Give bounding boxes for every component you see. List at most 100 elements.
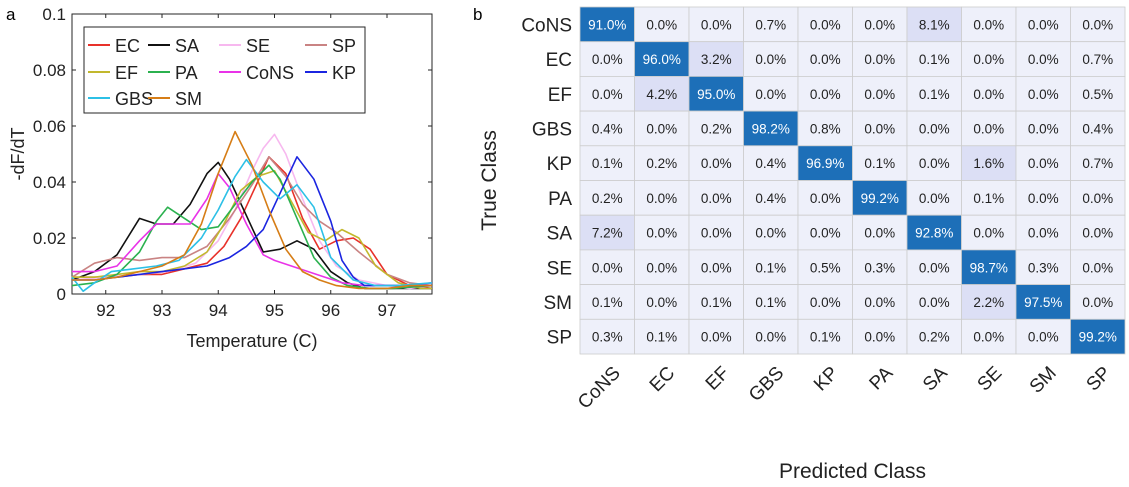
matrix-cell [852,318,908,355]
matrix-cell [743,249,799,285]
matrix-cell [634,214,690,251]
y-axis-label-true: True Class [478,130,501,231]
matrix-cell-value: 0.0% [864,295,895,310]
matrix-cell [852,249,908,285]
matrix-cell-value: 0.0% [592,87,623,102]
matrix-cell-value: 0.3% [1028,260,1059,275]
matrix-cell-value: 0.0% [864,121,895,136]
matrix-cell [852,41,908,77]
matrix-cell-value: 0.0% [646,17,677,32]
x-axis-label-predicted: Predicted Class [779,460,926,483]
matrix-cell [743,110,799,147]
matrix-cell-value: 0.4% [755,156,786,171]
matrix-cell [906,41,962,77]
y-tick-label: 0.08 [33,61,66,80]
matrix-cell [1015,249,1071,285]
x-tick-label: 92 [96,301,115,320]
matrix-cell-value: 0.0% [646,191,677,206]
row-label-ec: EC [546,50,572,71]
matrix-cell [1070,41,1126,77]
matrix-cell-value: 7.2% [592,226,623,241]
matrix-cell [579,318,635,355]
matrix-cell-value: 0.0% [1028,52,1059,67]
row-label-pa: PA [548,189,572,210]
matrix-cell-value: 0.2% [919,330,950,345]
matrix-cell [634,145,690,181]
panel-b-label: b [473,5,483,24]
row-label-sa: SA [547,224,573,245]
matrix-cell-value: 0.0% [810,17,841,32]
x-tick-label: 97 [378,301,397,320]
matrix-cell-value: 0.0% [810,191,841,206]
y-tick-label: 0.02 [33,229,66,248]
matrix-cell [797,284,853,320]
matrix-cell [1015,180,1071,216]
matrix-cell [906,6,962,43]
matrix-cell-value: 0.1% [701,295,732,310]
series-line-sm [72,130,432,290]
matrix-cell-value: 0.0% [755,226,786,241]
matrix-cell-value: 99.2% [1079,330,1117,345]
matrix-cell-value: 0.0% [755,87,786,102]
matrix-cell [579,145,635,181]
series-line-ef [72,170,432,290]
matrix-cell-value: 0.4% [755,191,786,206]
y-tick-label: 0.1 [42,5,66,24]
matrix-cell-value: 0.2% [592,191,623,206]
col-label-sp: SP [1083,363,1116,396]
matrix-cell-value: 0.0% [973,226,1004,241]
matrix-cell-value: 0.0% [1082,191,1113,206]
col-label-kp: KP [810,363,843,396]
matrix-cell-value: 0.3% [864,260,895,275]
col-label-sm: SM [1026,363,1061,398]
matrix-cell [797,180,853,216]
matrix-cell-value: 0.2% [646,156,677,171]
matrix-cell [797,110,853,147]
matrix-cell-value: 0.0% [755,52,786,67]
x-axis-label: Temperature (C) [186,331,317,351]
matrix-cell-value: 98.7% [970,260,1008,275]
matrix-cell [961,145,1017,181]
matrix-cell-value: 4.2% [646,87,677,102]
matrix-cell-value: 0.0% [973,330,1004,345]
matrix-cell-value: 0.0% [810,87,841,102]
matrix-cell [1070,110,1126,147]
matrix-cell [797,318,853,355]
matrix-cell [906,318,962,355]
matrix-cell [688,41,744,77]
matrix-cell-value: 95.0% [697,87,735,102]
matrix-cell-value: 0.0% [864,87,895,102]
matrix-cell [906,110,962,147]
legend-label-sp: SP [332,36,356,56]
matrix-cell [906,249,962,285]
matrix-cell-value: 0.4% [592,121,623,136]
matrix-cell [797,6,853,43]
matrix-cell-value: 0.0% [592,260,623,275]
legend: EC SA SE SP EF PA CoNS KP GBS SM [83,26,366,114]
matrix-cell [1070,249,1126,285]
y-tick-label: 0.04 [33,173,66,192]
matrix-cell-value: 0.8% [810,121,841,136]
series-line-cons [72,172,433,287]
series-line-sp [71,156,433,287]
matrix-cell-value: 0.1% [864,156,895,171]
matrix-cell [906,76,962,112]
matrix-cell-value: 0.0% [701,156,732,171]
matrix-cell [797,145,853,181]
row-label-sm: SM [544,293,573,314]
matrix-cell-value: 0.0% [864,330,895,345]
row-label-cons: CoNS [521,15,572,36]
matrix-cell-value: 96.9% [806,156,844,171]
matrix-cell [961,214,1017,251]
matrix-cell-value: 8.1% [919,17,950,32]
matrix-cell [906,284,962,320]
matrix-cell-value: 0.3% [592,330,623,345]
matrix-cell-value: 0.1% [592,156,623,171]
legend-label-pa: PA [175,63,198,83]
matrix-cell-value: 0.1% [973,191,1004,206]
series-line-pa [71,164,433,290]
matrix-cell-value: 0.0% [973,52,1004,67]
matrix-cell-value: 99.2% [861,191,899,206]
